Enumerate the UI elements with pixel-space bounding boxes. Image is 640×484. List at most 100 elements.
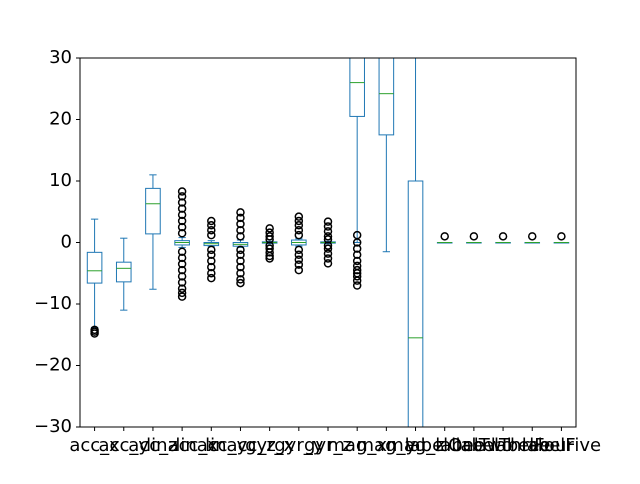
flier	[207, 245, 216, 255]
flier	[294, 250, 304, 260]
flier	[294, 255, 304, 264]
flier	[177, 216, 187, 226]
flier	[323, 244, 333, 253]
flier	[323, 232, 333, 241]
flier	[265, 248, 274, 257]
x-tick-label: gyr_y	[274, 435, 323, 456]
flier	[352, 244, 362, 253]
x-tick-label: gyr_z	[304, 435, 352, 456]
flier	[323, 235, 333, 244]
flier	[177, 187, 187, 196]
flier	[236, 256, 245, 266]
flier	[294, 225, 304, 235]
flier	[177, 198, 187, 207]
x-tick-label: mag_x	[327, 435, 387, 456]
flier	[236, 275, 245, 284]
x-tick-label: labelOne	[405, 435, 485, 456]
flier	[323, 259, 333, 268]
flier	[177, 192, 187, 201]
flier	[207, 256, 216, 266]
flier	[177, 229, 187, 238]
flier	[352, 272, 362, 281]
flier	[207, 262, 216, 272]
flier	[323, 249, 333, 258]
flier	[207, 250, 216, 260]
flier	[352, 276, 362, 285]
x-tick-label: linacc_y	[175, 435, 247, 456]
box	[349, 58, 365, 117]
box	[86, 251, 103, 284]
x-tick-label: mag_y	[357, 435, 417, 456]
x-tick-label: linacc_x	[146, 435, 218, 456]
flier	[323, 217, 333, 226]
y-tick-label: 20	[49, 109, 72, 130]
flier	[323, 222, 333, 231]
flier	[207, 216, 216, 226]
box	[115, 261, 132, 283]
x-tick-label: linacc_z	[205, 435, 276, 456]
flier	[177, 259, 187, 269]
flier	[236, 225, 245, 235]
flier	[323, 241, 333, 250]
flier	[265, 224, 274, 233]
flier	[236, 213, 245, 223]
flier	[177, 272, 187, 281]
y-tick-label: 10	[49, 170, 72, 191]
flier	[177, 278, 187, 287]
flier	[177, 222, 187, 232]
flier	[498, 232, 508, 241]
y-tick-label: −20	[34, 355, 72, 376]
y-tick-label: −30	[34, 416, 72, 437]
flier	[265, 251, 274, 261]
flier	[236, 232, 245, 241]
flier	[207, 225, 216, 235]
flier	[352, 265, 362, 275]
flier	[90, 329, 99, 338]
flier	[177, 288, 187, 298]
flier	[207, 230, 216, 240]
x-tick-label: labelFive	[522, 435, 601, 456]
flier	[177, 253, 187, 263]
x-tick-label: labelTwo	[435, 435, 512, 456]
x-tick-label: labelFour	[491, 435, 575, 456]
x-tick-label: gyr_x	[245, 435, 294, 456]
flier	[265, 254, 274, 263]
x-tick-label: acc_x	[69, 435, 120, 456]
y-tick-label: 0	[61, 232, 72, 253]
flier	[177, 204, 187, 213]
flier	[236, 278, 245, 288]
flier	[177, 247, 187, 256]
plot-area	[86, 58, 570, 427]
y-tick-label: 30	[49, 47, 72, 68]
x-tick-label: acc_z	[128, 435, 177, 456]
flier	[236, 250, 245, 260]
flier	[294, 245, 304, 255]
box	[378, 58, 395, 136]
flier	[236, 208, 245, 217]
x-tick-label: mag_z	[386, 435, 444, 456]
flier	[236, 245, 245, 255]
flier	[265, 232, 274, 241]
flier	[352, 281, 362, 290]
flier	[294, 212, 304, 221]
flier	[207, 221, 216, 230]
flier	[527, 232, 537, 241]
flier	[236, 262, 245, 272]
flier	[177, 292, 187, 301]
flier	[323, 227, 333, 236]
flier	[265, 235, 274, 244]
flier	[177, 284, 187, 293]
flier	[352, 238, 362, 247]
flier	[294, 265, 304, 275]
flier	[236, 219, 245, 229]
flier	[294, 221, 304, 230]
box	[145, 187, 161, 235]
flier	[294, 260, 304, 269]
y-tick-label: −10	[34, 293, 72, 314]
flier	[207, 273, 216, 283]
box	[407, 180, 424, 427]
flier	[177, 210, 187, 220]
flier	[440, 232, 449, 241]
flier	[469, 232, 479, 241]
